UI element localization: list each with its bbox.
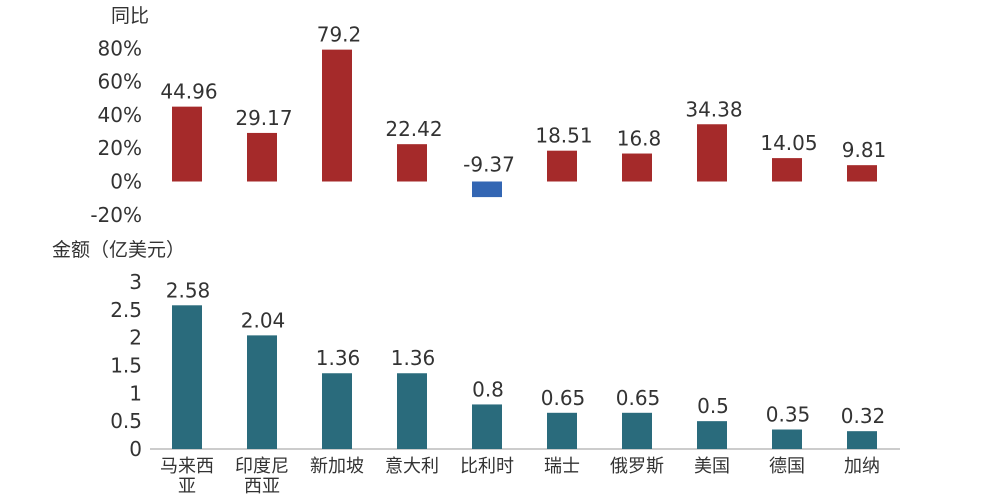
top-bar: [772, 158, 802, 182]
top-ytick: 0%: [110, 170, 142, 194]
top-bar: [622, 153, 652, 182]
bottom-ytick: 2.5: [110, 298, 142, 322]
top-bar: [547, 150, 577, 182]
bottom-bar: [622, 412, 652, 449]
bottom-ytick: 2: [129, 326, 142, 350]
top-data-label: 29.17: [235, 106, 292, 130]
top-ytick: 80%: [98, 36, 142, 60]
bottom-ytick: 0.5: [110, 409, 142, 433]
top-bar: [472, 181, 502, 198]
bottom-bar: [322, 373, 352, 449]
top-data-label: 34.38: [685, 97, 742, 121]
bottom-ytick: 1: [129, 381, 142, 405]
top-data-label: 18.51: [535, 124, 592, 148]
top-data-label: 9.81: [842, 138, 887, 162]
bottom-bar: [247, 335, 277, 449]
top-ytick: 20%: [98, 136, 142, 160]
bottom-data-label: 0.65: [541, 386, 586, 410]
top-ytick: 60%: [98, 70, 142, 94]
top-data-label: 14.05: [760, 131, 817, 155]
top-data-label: 22.42: [385, 117, 442, 141]
category-label: 瑞士: [544, 456, 580, 477]
bottom-data-label: 2.58: [166, 278, 211, 302]
bottom-bar: [472, 404, 502, 449]
top-bar: [172, 106, 202, 182]
bottom-bar: [697, 421, 727, 449]
top-ylabel: 同比: [111, 5, 149, 27]
bottom-data-label: 0.65: [616, 386, 661, 410]
top-bar: [847, 165, 877, 182]
bottom-ytick: 3: [129, 270, 142, 294]
top-bar: [322, 49, 352, 182]
top-bar: [397, 144, 427, 182]
bottom-bar: [772, 429, 802, 449]
bottom-data-label: 0.35: [766, 403, 811, 427]
bottom-data-label: 0.32: [841, 404, 886, 428]
category-label: 印度尼: [235, 456, 289, 477]
category-label: 马来西: [160, 456, 214, 477]
bottom-bar: [847, 431, 877, 449]
category-label: 比利时: [460, 456, 514, 477]
category-label: 加纳: [844, 456, 880, 477]
bottom-bar: [547, 412, 577, 449]
category-label: 新加坡: [310, 456, 364, 477]
category-label: 意大利: [385, 456, 439, 477]
bottom-ytick: 0: [129, 437, 142, 461]
top-data-label: 44.96: [160, 80, 217, 104]
top-ytick: 40%: [98, 103, 142, 127]
bottom-data-label: 2.04: [241, 308, 286, 332]
bottom-data-label: 1.36: [316, 346, 361, 370]
bottom-data-label: 0.8: [472, 377, 504, 401]
top-bar: [247, 132, 277, 182]
top-chart-plot: -20% 0% 20% 40% 60% 80% 44.96 29.17 79.2 22.42 -9.…: [90, 23, 886, 227]
bottom-bar: [172, 305, 202, 449]
bottom-ytick: 1.5: [110, 353, 142, 377]
top-data-label: 16.8: [617, 127, 662, 151]
bottom-bar: [397, 373, 427, 449]
category-label: 美国: [694, 456, 730, 477]
category-label: 德国: [769, 456, 805, 477]
category-label: 亚: [178, 476, 196, 497]
top-bar: [697, 124, 727, 182]
top-ytick: -20%: [90, 203, 142, 227]
bottom-data-label: 1.36: [391, 346, 436, 370]
category-label: 俄罗斯: [610, 456, 664, 477]
top-data-label: 79.2: [317, 23, 362, 47]
bottom-ylabel: 金额（亿美元）: [52, 239, 185, 261]
top-data-label: -9.37: [463, 153, 515, 177]
bottom-data-label: 0.5: [697, 394, 729, 418]
category-label: 西亚: [244, 476, 280, 497]
